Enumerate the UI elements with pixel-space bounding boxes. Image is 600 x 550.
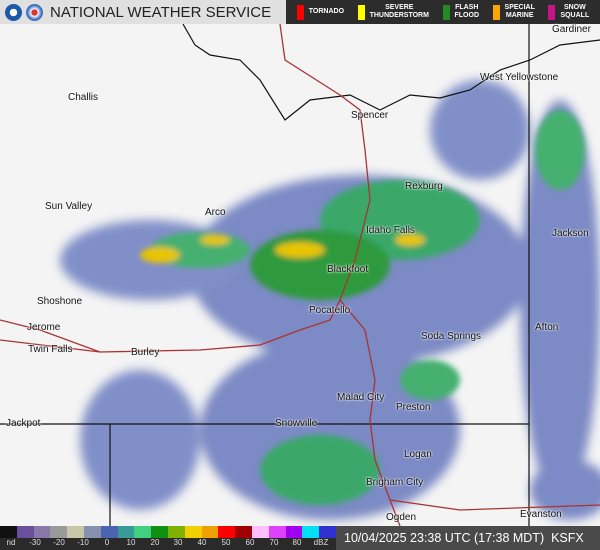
legend-severe-thunderstorm: SEVERE THUNDERSTORM — [357, 4, 429, 20]
city-label: Jackpot — [6, 418, 41, 429]
city-label: Brigham City — [366, 477, 424, 488]
city-label: Soda Springs — [421, 331, 482, 342]
city-label: Gardiner — [552, 24, 591, 35]
city-label: Idaho Falls — [366, 225, 415, 236]
city-label: Twin Falls — [28, 344, 73, 355]
city-label: Burley — [131, 347, 160, 358]
legend-snow-squall: SNOW SQUALL — [548, 4, 589, 20]
noaa-logo-icon[interactable] — [5, 3, 22, 21]
city-label: Pocatello — [309, 305, 351, 316]
city-label: Ogden — [386, 512, 417, 523]
nws-logo-icon[interactable] — [26, 3, 43, 21]
city-label: Snowville — [275, 418, 318, 429]
city-label: Blackfoot — [327, 264, 369, 275]
city-label: Arco — [205, 207, 226, 218]
timestamp: 10/04/2025 23:38 UTC (17:38 MDT) — [344, 531, 545, 545]
timestamp-bar: 10/04/2025 23:38 UTC (17:38 MDT) KSFX — [336, 526, 600, 550]
city-label: Jackson — [552, 228, 589, 239]
radar-station: KSFX — [551, 531, 584, 545]
header-bar: NATIONAL WEATHER SERVICE TORNADO SEVERE … — [0, 0, 600, 24]
state-borders — [0, 23, 600, 526]
city-label: Shoshone — [37, 296, 83, 307]
legend-flash-flood: FLASH FLOOD — [442, 4, 479, 20]
dbz-color-scale — [0, 526, 336, 538]
page-title: NATIONAL WEATHER SERVICE — [50, 3, 272, 21]
city-label: Challis — [68, 92, 99, 103]
city-label: Sun Valley — [45, 201, 93, 212]
warning-legend: TORNADO SEVERE THUNDERSTORM FLASH FLOOD … — [286, 0, 600, 24]
city-label: Spencer — [351, 110, 389, 121]
highways — [0, 23, 600, 527]
city-label: Rexburg — [405, 181, 443, 192]
city-label: Malad City — [337, 392, 385, 403]
city-label: Logan — [404, 449, 432, 460]
city-label: West Yellowstone — [480, 72, 559, 83]
legend-special-marine: SPECIAL MARINE — [492, 4, 535, 20]
city-label: Jerome — [27, 322, 61, 333]
legend-tornado: TORNADO — [296, 4, 344, 20]
city-label: Afton — [535, 322, 559, 333]
city-label: Preston — [396, 402, 431, 413]
city-label: Evanston — [520, 509, 562, 520]
colorbar-labels: nd -30 -20 -10 0 10 20 30 40 50 60 70 80 dBZ — [6, 538, 329, 547]
